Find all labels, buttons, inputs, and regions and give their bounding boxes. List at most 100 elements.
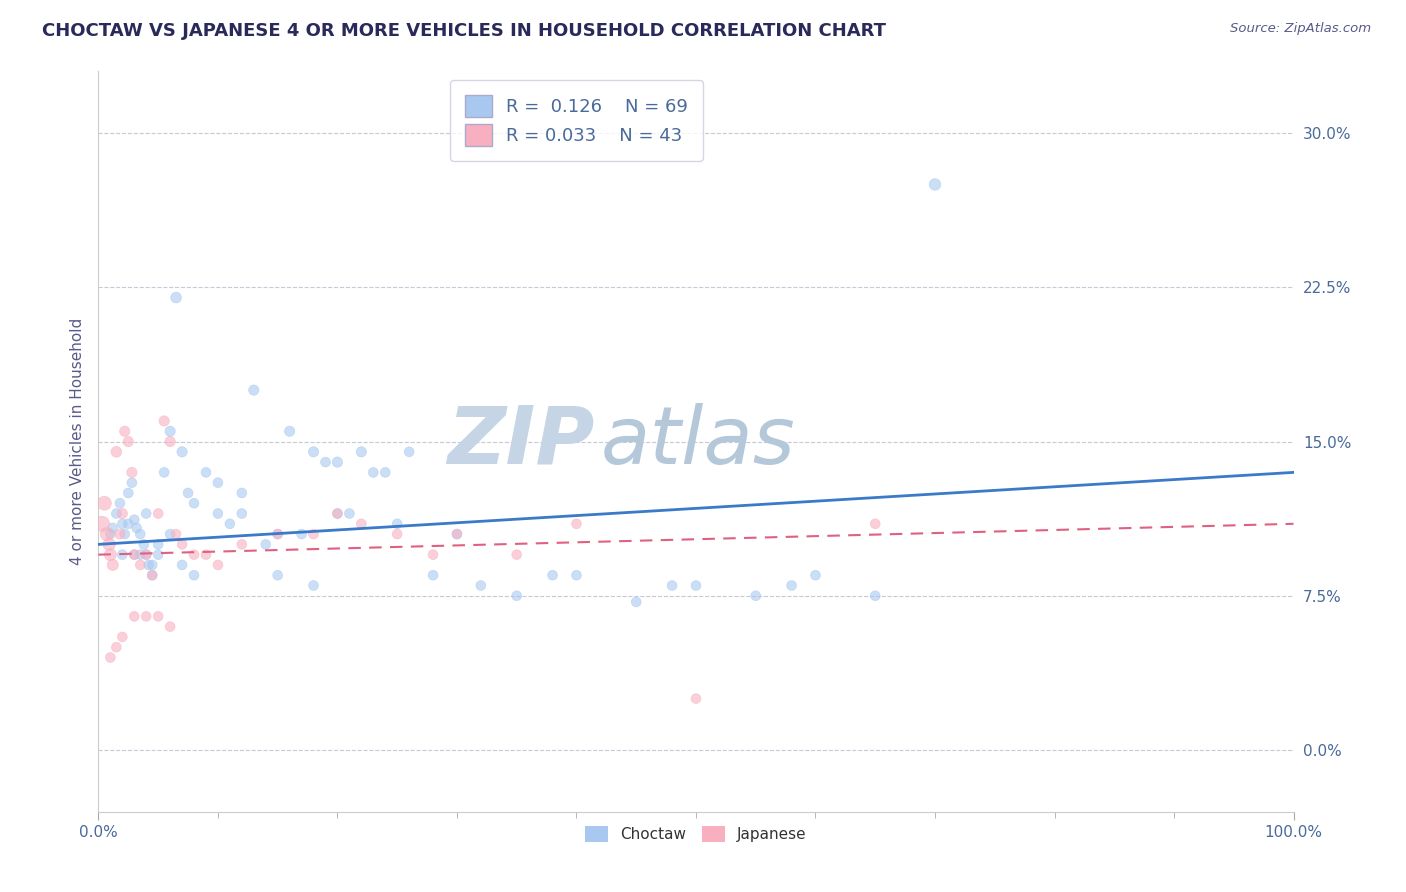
Y-axis label: 4 or more Vehicles in Household: 4 or more Vehicles in Household	[69, 318, 84, 566]
Point	[135, 609, 157, 624]
Point	[172, 445, 194, 459]
Point	[129, 527, 152, 541]
Point	[243, 383, 266, 397]
Point	[141, 558, 163, 572]
Point	[177, 486, 200, 500]
Point	[302, 527, 325, 541]
Point	[135, 507, 157, 521]
Point	[924, 178, 946, 192]
Text: ZIP: ZIP	[447, 402, 595, 481]
Point	[231, 486, 253, 500]
Point	[98, 650, 122, 665]
Point	[129, 548, 152, 562]
Point	[422, 568, 444, 582]
Point	[108, 527, 131, 541]
Point	[125, 521, 148, 535]
Text: CHOCTAW VS JAPANESE 4 OR MORE VEHICLES IN HOUSEHOLD CORRELATION CHART: CHOCTAW VS JAPANESE 4 OR MORE VEHICLES I…	[42, 22, 886, 40]
Point	[865, 516, 887, 531]
Point	[326, 455, 349, 469]
Point	[114, 527, 136, 541]
Point	[172, 537, 194, 551]
Point	[124, 548, 146, 562]
Point	[183, 568, 205, 582]
Point	[267, 527, 290, 541]
Point	[148, 548, 170, 562]
Point	[121, 466, 143, 480]
Point	[117, 516, 139, 531]
Point	[446, 527, 468, 541]
Point	[135, 548, 157, 562]
Point	[148, 507, 170, 521]
Point	[165, 291, 187, 305]
Point	[121, 475, 143, 490]
Point	[207, 475, 229, 490]
Point	[135, 548, 157, 562]
Point	[93, 496, 115, 510]
Point	[159, 434, 181, 449]
Point	[254, 537, 277, 551]
Text: atlas: atlas	[600, 402, 796, 481]
Point	[183, 496, 205, 510]
Point	[153, 466, 176, 480]
Point	[124, 548, 146, 562]
Point	[315, 455, 337, 469]
Point	[138, 558, 160, 572]
Point	[111, 507, 134, 521]
Point	[98, 537, 121, 551]
Point	[231, 507, 253, 521]
Point	[470, 578, 492, 592]
Point	[385, 516, 409, 531]
Point	[565, 516, 588, 531]
Point	[291, 527, 314, 541]
Point	[446, 527, 468, 541]
Point	[541, 568, 564, 582]
Point	[132, 537, 155, 551]
Point	[302, 578, 325, 592]
Point	[780, 578, 803, 592]
Point	[626, 595, 648, 609]
Point	[326, 507, 349, 521]
Point	[865, 589, 887, 603]
Point	[745, 589, 768, 603]
Text: Source: ZipAtlas.com: Source: ZipAtlas.com	[1230, 22, 1371, 36]
Point	[685, 578, 707, 592]
Point	[804, 568, 827, 582]
Point	[385, 527, 409, 541]
Point	[302, 445, 325, 459]
Point	[91, 516, 114, 531]
Point	[141, 568, 163, 582]
Point	[129, 558, 152, 572]
Point	[661, 578, 683, 592]
Point	[98, 548, 122, 562]
Point	[398, 445, 420, 459]
Point	[111, 548, 134, 562]
Point	[108, 496, 131, 510]
Point	[101, 558, 124, 572]
Point	[195, 548, 218, 562]
Point	[141, 568, 163, 582]
Point	[101, 521, 124, 535]
Point	[374, 466, 396, 480]
Point	[350, 445, 373, 459]
Point	[96, 527, 118, 541]
Point	[565, 568, 588, 582]
Point	[172, 558, 194, 572]
Point	[207, 507, 229, 521]
Point	[111, 630, 134, 644]
Point	[267, 568, 290, 582]
Point	[148, 609, 170, 624]
Point	[183, 548, 205, 562]
Point	[105, 507, 128, 521]
Point	[159, 527, 181, 541]
Point	[98, 527, 122, 541]
Point	[422, 548, 444, 562]
Point	[111, 516, 134, 531]
Point	[363, 466, 385, 480]
Point	[117, 486, 139, 500]
Point	[159, 424, 181, 438]
Point	[165, 527, 187, 541]
Point	[685, 691, 707, 706]
Point	[148, 537, 170, 551]
Point	[124, 609, 146, 624]
Point	[195, 466, 218, 480]
